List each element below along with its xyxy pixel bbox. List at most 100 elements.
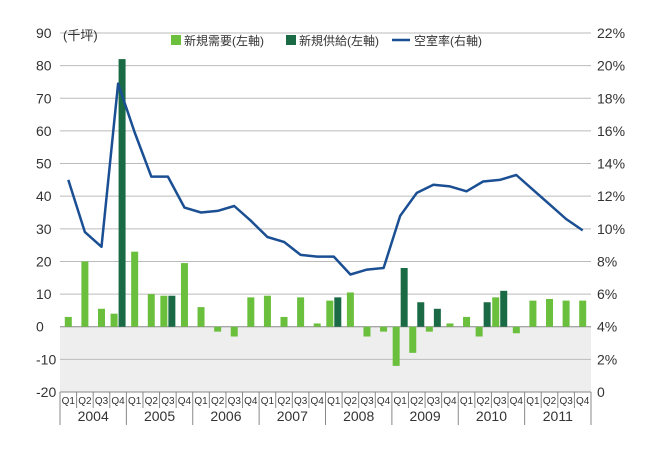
demand-bar — [463, 316, 471, 327]
demand-bar — [64, 316, 72, 327]
left-tick-label: 40 — [36, 188, 52, 204]
demand-bar — [97, 308, 105, 327]
demand-bar — [131, 251, 139, 327]
left-tick-label: 90 — [36, 25, 52, 41]
right-tick-label: 8% — [597, 253, 617, 269]
supply-bar — [168, 295, 176, 327]
demand-bar — [409, 326, 417, 353]
demand-bar — [579, 300, 587, 327]
quarter-label: Q1 — [460, 396, 474, 407]
demand-bar — [147, 294, 155, 327]
left-tick-label: -10 — [36, 351, 56, 367]
quarter-label: Q1 — [128, 396, 142, 407]
right-tick-label: 12% — [597, 188, 625, 204]
year-label: 2007 — [277, 408, 308, 424]
quarter-label: Q1 — [62, 396, 76, 407]
quarter-label: Q3 — [95, 396, 109, 407]
demand-bar — [197, 307, 205, 327]
supply-bar — [118, 59, 126, 327]
year-label: 2005 — [144, 408, 175, 424]
left-tick-label: 80 — [36, 58, 52, 74]
right-tick-label: 14% — [597, 156, 625, 172]
legend-demand-swatch — [171, 35, 181, 45]
demand-bar — [180, 263, 188, 327]
left-tick-label: 20 — [36, 253, 52, 269]
demand-bar — [280, 316, 288, 327]
right-tick-label: 6% — [597, 286, 617, 302]
supply-bar — [500, 290, 508, 327]
quarter-label: Q3 — [360, 396, 374, 407]
quarter-label: Q4 — [111, 396, 125, 407]
quarter-label: Q3 — [161, 396, 175, 407]
year-label: 2011 — [543, 408, 573, 424]
quarter-label: Q1 — [526, 396, 540, 407]
year-label: 2006 — [210, 408, 241, 424]
supply-bar — [400, 267, 408, 327]
quarter-label: Q2 — [410, 396, 424, 407]
left-tick-label: 70 — [36, 90, 52, 106]
quarter-label: Q4 — [576, 396, 590, 407]
quarter-label: Q4 — [377, 396, 391, 407]
demand-bar — [392, 326, 400, 366]
demand-bar — [425, 326, 433, 332]
demand-bar — [346, 292, 354, 327]
left-tick-label: 60 — [36, 123, 52, 139]
quarter-label: Q2 — [543, 396, 557, 407]
quarter-label: Q2 — [145, 396, 159, 407]
quarter-label: Q3 — [228, 396, 242, 407]
demand-bar — [562, 300, 570, 327]
quarter-label: Q3 — [427, 396, 441, 407]
right-axis-ticks: 22% 20% 18% 16% 14% 12% 10% 8% 6% 4% 2% 0 — [597, 25, 625, 400]
left-tick-label: 50 — [36, 156, 52, 172]
demand-bar — [492, 297, 500, 327]
demand-bar — [529, 300, 537, 327]
right-tick-label: 22% — [597, 25, 625, 41]
demand-bar — [475, 326, 483, 337]
demand-bar — [446, 323, 454, 327]
right-tick-label: 10% — [597, 221, 625, 237]
demand-bars — [64, 251, 587, 366]
right-tick-label: 16% — [597, 123, 625, 139]
right-tick-label: 20% — [597, 58, 625, 74]
demand-bar — [230, 326, 238, 337]
quarter-label: Q1 — [261, 396, 275, 407]
quarter-label: Q2 — [78, 396, 92, 407]
quarter-label: Q1 — [327, 396, 341, 407]
year-label: 2004 — [78, 408, 109, 424]
right-tick-label: 4% — [597, 319, 617, 335]
year-label: 2009 — [409, 408, 440, 424]
left-axis-ticks: 90 80 70 60 50 40 30 20 10 0 -10 -20 — [36, 25, 56, 400]
demand-bar — [297, 297, 305, 327]
right-tick-label: 2% — [597, 351, 617, 367]
legend-supply-label: 新規供給(左軸) — [299, 33, 379, 48]
quarter-label: Q3 — [493, 396, 507, 407]
quarter-label: Q3 — [559, 396, 573, 407]
vacancy-line-group — [67, 82, 584, 276]
quarter-label: Q2 — [344, 396, 358, 407]
quarter-label: Q1 — [394, 396, 408, 407]
quarter-label: Q4 — [510, 396, 524, 407]
demand-bar — [110, 313, 118, 327]
left-tick-label: 30 — [36, 221, 52, 237]
legend: 新規需要(左軸) 新規供給(左軸) 空室率(右軸) — [171, 33, 482, 48]
quarter-label: Q4 — [311, 396, 325, 407]
demand-bar — [313, 323, 321, 327]
quarter-label: Q3 — [294, 396, 308, 407]
supply-bar — [334, 297, 342, 327]
legend-supply-swatch — [286, 35, 296, 45]
right-tick-label: 0 — [597, 384, 605, 400]
quarter-label: Q4 — [178, 396, 192, 407]
vacancy-rate-line — [67, 82, 584, 276]
x-axis: Q1 Q2 Q3 Q4 Q1 Q2 Q3 Q4 Q1 Q2 Q3 Q4 Q1 Q2 Q3 Q4 Q1 Q2 Q3 Q4… — [59, 391, 592, 425]
demand-bar — [160, 295, 168, 327]
demand-bar — [214, 326, 222, 332]
demand-bar — [363, 326, 371, 337]
quarter-label: Q2 — [277, 396, 291, 407]
demand-bar — [81, 261, 89, 327]
year-label: 2010 — [476, 408, 507, 424]
left-tick-label: 10 — [36, 286, 52, 302]
right-tick-label: 18% — [597, 90, 625, 106]
demand-bar — [546, 298, 554, 327]
quarter-label: Q4 — [244, 396, 258, 407]
